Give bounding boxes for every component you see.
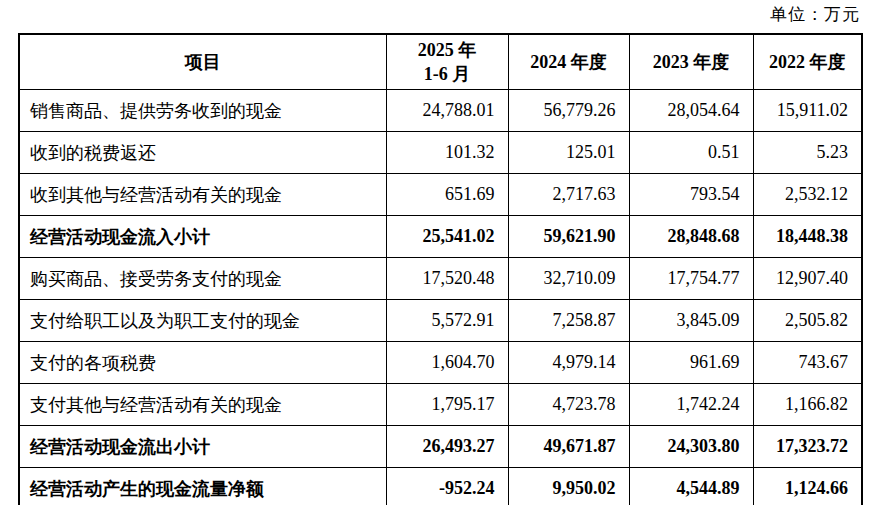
row-value-2025h1: 24,788.01	[386, 90, 508, 132]
row-value-2025h1: 101.32	[386, 132, 508, 174]
row-label: 经营活动现金流入小计	[19, 216, 386, 258]
row-label: 销售商品、提供劳务收到的现金	[19, 90, 386, 132]
row-tax-refunds: 收到的税费返还 101.32 125.01 0.51 5.23	[19, 132, 862, 174]
row-label: 收到其他与经营活动有关的现金	[19, 174, 386, 216]
row-cash-paid-employees: 支付给职工以及为职工支付的现金 5,572.91 7,258.87 3,845.…	[19, 300, 862, 342]
unit-label: 单位：万元	[770, 3, 860, 26]
row-value-2024: 125.01	[508, 132, 629, 174]
header-2024: 2024 年度	[508, 34, 629, 90]
row-label: 经营活动产生的现金流量净额	[19, 468, 386, 505]
row-value-2022: 5.23	[753, 132, 862, 174]
row-value-2022: 2,505.82	[753, 300, 862, 342]
row-value-2025h1: 17,520.48	[386, 258, 508, 300]
row-value-2025h1: -952.24	[386, 468, 508, 505]
header-2025-h1: 2025 年 1-6 月	[386, 34, 508, 90]
header-item-column: 项目	[19, 34, 386, 90]
row-value-2024: 49,671.87	[508, 426, 629, 468]
cash-flow-table: 项目 2025 年 1-6 月 2024 年度 2023 年度 2022 年度 …	[18, 33, 863, 505]
header-2025-h1-line1: 2025 年	[389, 38, 506, 62]
row-value-2023: 24,303.80	[629, 426, 753, 468]
row-label: 经营活动现金流出小计	[19, 426, 386, 468]
row-value-2023: 1,742.24	[629, 384, 753, 426]
header-2023: 2023 年度	[629, 34, 753, 90]
row-value-2024: 32,710.09	[508, 258, 629, 300]
row-value-2023: 3,845.09	[629, 300, 753, 342]
row-value-2025h1: 25,541.02	[386, 216, 508, 258]
row-value-2024: 9,950.02	[508, 468, 629, 505]
row-operating-outflow-subtotal: 经营活动现金流出小计 26,493.27 49,671.87 24,303.80…	[19, 426, 862, 468]
row-label: 购买商品、接受劳务支付的现金	[19, 258, 386, 300]
row-value-2023: 961.69	[629, 342, 753, 384]
row-value-2023: 28,054.64	[629, 90, 753, 132]
row-value-2023: 28,848.68	[629, 216, 753, 258]
row-value-2022: 18,448.38	[753, 216, 862, 258]
row-value-2024: 59,621.90	[508, 216, 629, 258]
row-value-2022: 1,124.66	[753, 468, 862, 505]
header-2025-h1-line2: 1-6 月	[389, 62, 506, 86]
row-value-2022: 1,166.82	[753, 384, 862, 426]
row-value-2023: 0.51	[629, 132, 753, 174]
row-value-2024: 4,723.78	[508, 384, 629, 426]
row-value-2025h1: 1,795.17	[386, 384, 508, 426]
row-value-2023: 4,544.89	[629, 468, 753, 505]
row-operating-inflow-subtotal: 经营活动现金流入小计 25,541.02 59,621.90 28,848.68…	[19, 216, 862, 258]
row-value-2025h1: 1,604.70	[386, 342, 508, 384]
row-value-2025h1: 26,493.27	[386, 426, 508, 468]
header-row: 项目 2025 年 1-6 月 2024 年度 2023 年度 2022 年度	[19, 34, 862, 90]
row-value-2025h1: 651.69	[386, 174, 508, 216]
row-cash-paid-goods-services: 购买商品、接受劳务支付的现金 17,520.48 32,710.09 17,75…	[19, 258, 862, 300]
row-label: 支付的各项税费	[19, 342, 386, 384]
row-other-operating-cash-received: 收到其他与经营活动有关的现金 651.69 2,717.63 793.54 2,…	[19, 174, 862, 216]
row-taxes-paid: 支付的各项税费 1,604.70 4,979.14 961.69 743.67	[19, 342, 862, 384]
row-value-2023: 793.54	[629, 174, 753, 216]
row-cash-from-sales: 销售商品、提供劳务收到的现金 24,788.01 56,779.26 28,05…	[19, 90, 862, 132]
row-label: 支付给职工以及为职工支付的现金	[19, 300, 386, 342]
row-other-operating-cash-paid: 支付其他与经营活动有关的现金 1,795.17 4,723.78 1,742.2…	[19, 384, 862, 426]
row-value-2024: 7,258.87	[508, 300, 629, 342]
row-value-2023: 17,754.77	[629, 258, 753, 300]
row-value-2022: 2,532.12	[753, 174, 862, 216]
row-value-2025h1: 5,572.91	[386, 300, 508, 342]
row-value-2024: 2,717.63	[508, 174, 629, 216]
row-label: 支付其他与经营活动有关的现金	[19, 384, 386, 426]
row-value-2024: 4,979.14	[508, 342, 629, 384]
row-value-2022: 743.67	[753, 342, 862, 384]
header-2022: 2022 年度	[753, 34, 862, 90]
row-value-2024: 56,779.26	[508, 90, 629, 132]
row-label: 收到的税费返还	[19, 132, 386, 174]
row-net-operating-cash-flow: 经营活动产生的现金流量净额 -952.24 9,950.02 4,544.89 …	[19, 468, 862, 505]
row-value-2022: 15,911.02	[753, 90, 862, 132]
row-value-2022: 12,907.40	[753, 258, 862, 300]
row-value-2022: 17,323.72	[753, 426, 862, 468]
